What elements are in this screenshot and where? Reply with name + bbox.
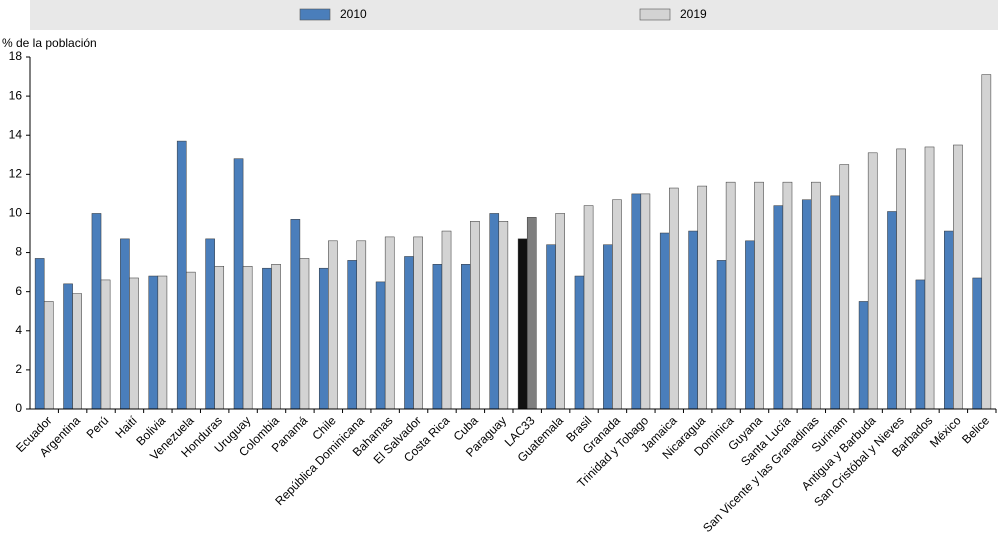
bar	[461, 264, 471, 410]
bar	[697, 185, 708, 410]
bar	[299, 258, 310, 410]
legend-swatch	[639, 8, 671, 21]
legend-swatch	[299, 8, 331, 21]
bar	[34, 258, 45, 410]
bar	[413, 236, 423, 410]
bar	[716, 260, 727, 410]
bar	[915, 279, 926, 410]
bar	[517, 238, 528, 410]
bar	[384, 236, 395, 410]
bar	[318, 267, 329, 410]
y-tick-label: 14	[9, 127, 23, 141]
bar	[290, 219, 301, 410]
bar	[233, 158, 244, 410]
bar	[773, 205, 784, 410]
bar	[470, 221, 480, 410]
bar	[603, 244, 613, 410]
bar	[953, 144, 963, 410]
bar	[669, 187, 679, 410]
bar	[328, 240, 338, 410]
y-tick-label: 4	[15, 323, 22, 337]
bar	[242, 265, 253, 410]
bar	[546, 244, 556, 410]
bar	[830, 195, 840, 410]
bar	[981, 74, 992, 410]
bar	[432, 264, 443, 410]
bar	[725, 181, 736, 410]
legend-background	[30, 0, 998, 30]
bar	[72, 293, 82, 410]
bar	[640, 193, 651, 410]
bar	[100, 279, 111, 410]
y-tick-label: 2	[15, 362, 22, 376]
y-tick-label: 8	[15, 245, 22, 259]
bar	[659, 232, 670, 410]
y-tick-label: 18	[9, 49, 23, 63]
bar	[526, 217, 537, 410]
bar	[858, 301, 869, 410]
bar	[555, 213, 565, 410]
bar	[176, 140, 187, 410]
bar	[120, 238, 130, 410]
bar	[347, 260, 357, 410]
bar	[944, 230, 954, 410]
bar	[356, 240, 367, 410]
bar	[896, 148, 906, 410]
y-tick-label: 12	[9, 167, 23, 181]
bar	[186, 271, 196, 410]
bar	[375, 281, 386, 410]
bar	[782, 181, 793, 410]
bar	[583, 205, 594, 410]
bar	[867, 152, 878, 410]
bar	[631, 193, 642, 410]
bar	[811, 181, 821, 410]
y-axis-label: % de la población	[2, 36, 97, 50]
legend-label: 2019	[680, 7, 707, 21]
bar	[129, 277, 139, 410]
y-tick-label: 10	[9, 206, 23, 220]
bar	[972, 277, 983, 410]
bar	[924, 146, 935, 410]
y-tick-label: 0	[15, 401, 22, 415]
bar	[745, 240, 755, 410]
bar	[489, 213, 500, 410]
x-tick-label: Belice	[959, 413, 992, 446]
bar	[574, 275, 585, 410]
bar	[43, 301, 54, 410]
legend-label: 2010	[340, 7, 367, 21]
bar	[148, 275, 159, 410]
bar	[688, 230, 698, 410]
bar	[801, 199, 812, 410]
x-tick-label: Perú	[84, 413, 112, 441]
bar	[214, 265, 225, 410]
bar	[271, 264, 281, 410]
bar	[91, 213, 102, 410]
bar	[498, 221, 509, 410]
y-tick-label: 6	[15, 284, 22, 298]
bar	[754, 181, 764, 410]
bar	[205, 238, 215, 410]
bar	[839, 164, 850, 410]
bar	[612, 199, 622, 410]
bar	[887, 211, 897, 410]
bar	[262, 267, 272, 410]
bar	[404, 256, 414, 410]
x-tick-label: México	[927, 413, 964, 450]
y-tick-label: 16	[9, 88, 23, 102]
bar	[157, 275, 168, 410]
bar	[63, 283, 73, 410]
bar	[441, 230, 452, 410]
